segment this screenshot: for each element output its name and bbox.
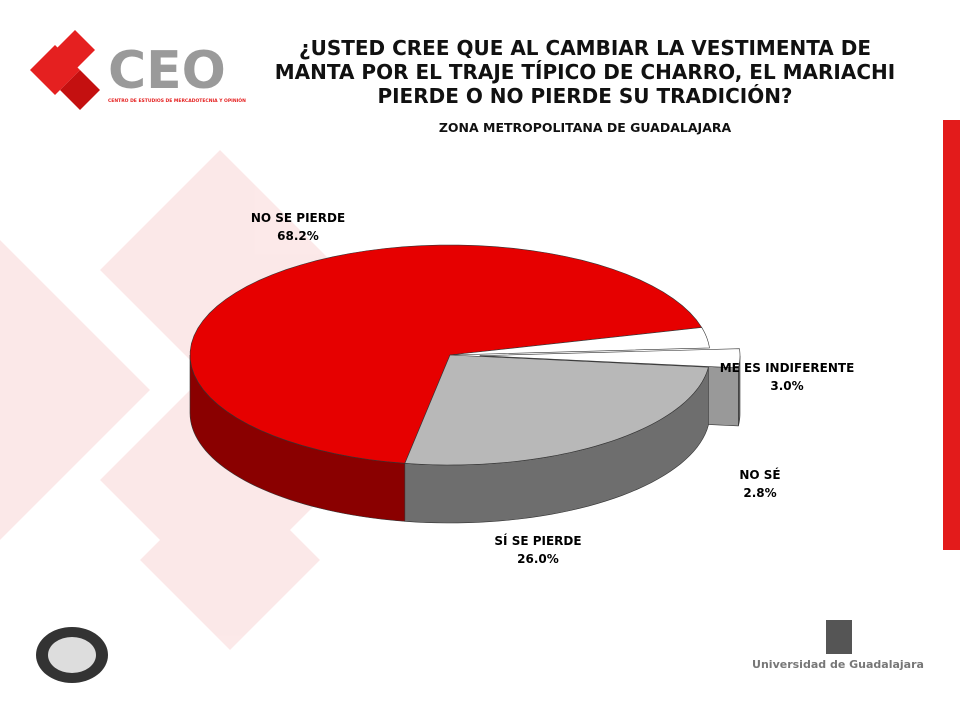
pie-slice	[449, 327, 710, 356]
pie-slice	[404, 354, 709, 524]
university-crest	[826, 620, 852, 654]
slice-top	[404, 354, 709, 466]
logo-subtitle: CENTRO DE ESTUDIOS DE MERCADOTECNIA Y OP…	[108, 97, 246, 104]
slice-top	[189, 244, 703, 464]
slice-label: SÍ SE PIERDE	[494, 533, 581, 548]
chart-title: ¿USTED CREE QUE AL CAMBIAR LA VESTIMENTA…	[274, 36, 896, 108]
chart-subtitle: ZONA METROPOLITANA DE GUADALAJARA	[438, 120, 732, 135]
pie-slice	[189, 244, 703, 522]
ceo-logo: CEO CENTRO DE ESTUDIOS DE MERCADOTECNIA …	[30, 30, 246, 110]
slice-value-label: 3.0%	[770, 379, 803, 393]
side-bar	[943, 120, 960, 550]
seal-icon	[48, 637, 96, 673]
slice-label: ME ES INDIFERENTE	[720, 361, 855, 375]
slice-top	[449, 327, 710, 356]
logo-name: CEO	[108, 41, 226, 101]
slice-value-label: 2.8%	[743, 486, 776, 500]
slice-label: NO SÉ	[739, 467, 780, 482]
slice-value-label: 26.0%	[517, 552, 559, 566]
slice-label: NO SE PIERDE	[251, 211, 345, 225]
university-name: Universidad de Guadalajara	[752, 658, 924, 671]
slice-top	[479, 348, 741, 369]
slice-value-label: 68.2%	[277, 229, 319, 243]
